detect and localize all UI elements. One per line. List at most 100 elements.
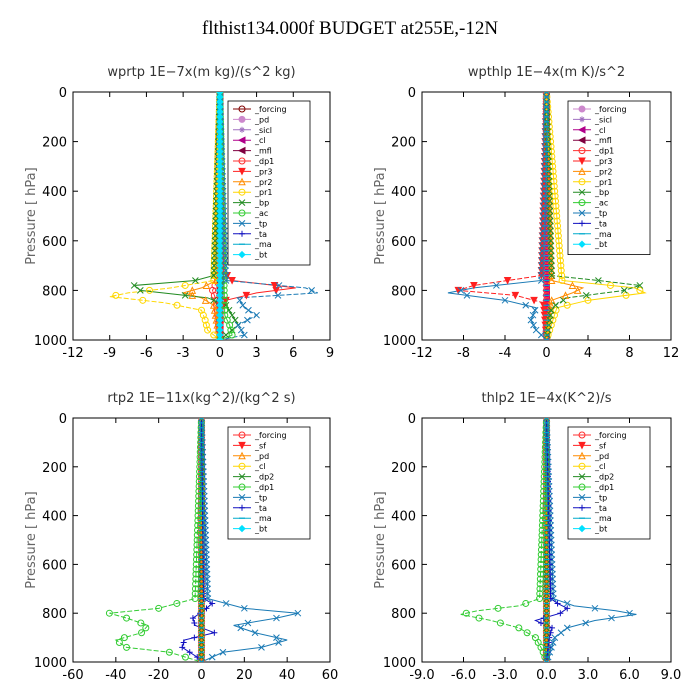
legend-entry: _pd — [254, 452, 269, 461]
series-marker — [522, 599, 530, 607]
legend-marker — [578, 483, 586, 491]
y-tick-label: 200 — [42, 461, 67, 476]
series-marker — [212, 202, 220, 210]
series-marker — [557, 610, 564, 617]
series-marker — [221, 232, 228, 240]
legend-entry: _dp2 — [594, 473, 614, 482]
series-marker — [537, 331, 545, 339]
series-marker — [136, 287, 144, 294]
series-marker — [530, 296, 538, 305]
legend-entry: _cl — [594, 126, 606, 135]
series-marker — [531, 306, 539, 314]
x-tick-label: 3.0 — [578, 668, 599, 683]
series-line-pr1 — [109, 92, 221, 340]
y-tick-label: 400 — [391, 510, 416, 525]
series-marker — [549, 167, 557, 175]
series-marker — [564, 605, 571, 612]
series-marker — [462, 609, 470, 617]
series-marker — [204, 326, 212, 334]
legend-entry: _ma — [594, 230, 612, 239]
series-marker — [123, 614, 131, 622]
chart-title: rtp2 1E−11x(kg^2)/(kg^2 s) — [107, 391, 295, 406]
series-marker — [142, 624, 150, 632]
x-tick-label: 20 — [236, 668, 253, 683]
series-marker — [244, 619, 252, 627]
legend-entry: _forcing — [254, 105, 287, 114]
y-tick-label: 0 — [408, 86, 416, 101]
series-marker — [538, 247, 546, 255]
y-axis-label: Pressure [ hPa] — [373, 491, 388, 588]
series-marker — [555, 242, 563, 250]
legend-marker — [578, 147, 586, 155]
legend-marker — [578, 209, 586, 217]
series-line-tp — [201, 418, 298, 662]
y-tick-label: 1000 — [383, 656, 416, 671]
series-marker — [120, 634, 128, 642]
series-marker — [551, 634, 559, 641]
series-marker — [595, 277, 602, 284]
series-marker — [496, 619, 504, 627]
series-marker — [539, 232, 546, 240]
series-marker — [173, 301, 181, 309]
series-marker — [538, 252, 546, 260]
legend-entry: _bp — [594, 188, 609, 197]
x-tick-label: 3 — [252, 346, 260, 361]
series-marker — [539, 227, 547, 235]
series-marker — [211, 252, 218, 260]
legend-marker — [238, 451, 246, 460]
series-marker — [550, 182, 558, 190]
x-tick-label: -6 — [140, 346, 153, 361]
series-marker — [547, 276, 556, 284]
series-marker — [237, 624, 245, 632]
x-tick-label: 0 — [542, 346, 550, 361]
legend-marker — [578, 473, 586, 480]
legend-marker — [237, 136, 246, 145]
series-marker — [211, 227, 219, 235]
legend-entry: _bt — [594, 525, 607, 534]
legend-marker — [239, 504, 245, 511]
x-tick-label: 9.0 — [661, 668, 682, 683]
series-marker — [538, 242, 546, 250]
legend-entry: _ta — [254, 504, 267, 513]
legend-entry: _ac — [594, 199, 608, 208]
series-marker — [554, 600, 561, 607]
plot-area — [447, 92, 647, 340]
legend-marker — [578, 451, 586, 460]
series-marker — [558, 272, 566, 280]
legend-entry: _cl — [254, 462, 266, 471]
legend-marker — [578, 431, 586, 439]
series-marker — [275, 282, 283, 289]
legend-marker — [238, 441, 246, 450]
series-marker — [138, 629, 146, 637]
x-tick-label: -40 — [105, 668, 126, 683]
y-tick-label: 1000 — [34, 334, 67, 349]
legend-marker — [578, 199, 586, 207]
series-marker — [220, 207, 228, 215]
series-marker — [181, 292, 189, 299]
y-tick-label: 800 — [42, 284, 67, 299]
series-marker — [228, 311, 236, 319]
series-line-ta — [181, 418, 217, 662]
legend-entry: _ma — [254, 514, 272, 523]
series-marker — [606, 281, 614, 289]
series-line-dp1 — [109, 418, 202, 662]
series-marker — [198, 658, 205, 662]
series-marker — [537, 619, 544, 626]
series-marker — [222, 331, 230, 339]
legend-entry: _ma — [254, 240, 272, 249]
legend-entry: _ta — [594, 504, 607, 513]
legend-entry: _ta — [594, 219, 607, 228]
series-marker — [522, 301, 530, 309]
legend-entry: _forcing — [594, 105, 627, 114]
series-marker — [211, 232, 219, 240]
series-marker — [543, 336, 550, 340]
chart-title: wprtp 1E−7x(m kg)/(s^2 kg) — [107, 65, 295, 80]
series-marker — [548, 272, 556, 279]
legend-marker — [238, 167, 246, 176]
legend-entry: _ma — [594, 514, 612, 523]
series-marker — [221, 227, 228, 235]
legend-marker — [238, 483, 246, 491]
series-marker — [222, 272, 230, 279]
legend-marker — [237, 146, 246, 155]
y-tick-label: 400 — [42, 510, 67, 525]
